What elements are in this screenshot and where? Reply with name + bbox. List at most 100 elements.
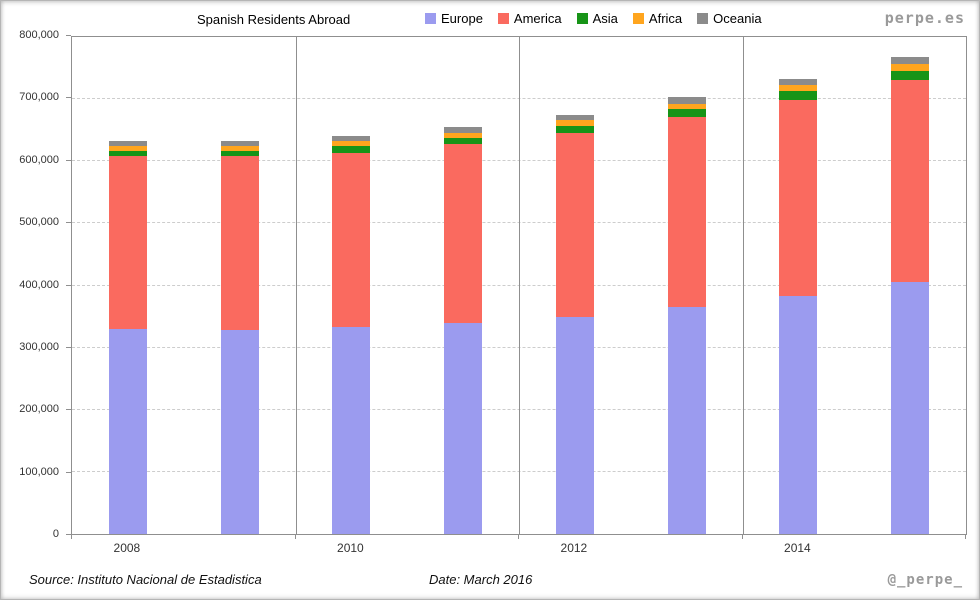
- segment-europe: [332, 327, 371, 534]
- segment-america: [332, 152, 371, 328]
- segment-africa: [108, 145, 147, 151]
- legend-swatch-asia: [576, 13, 588, 24]
- x-tick: [71, 534, 72, 539]
- segment-africa: [444, 132, 483, 138]
- y-tick-label: 800,000: [19, 29, 59, 41]
- y-tick-label: 600,000: [19, 153, 59, 166]
- segment-europe: [220, 329, 259, 534]
- brand-text: perpe.es: [884, 9, 965, 27]
- bar-2011: [444, 37, 483, 534]
- x-tick-label: 2014: [784, 541, 811, 555]
- source-note: Source: Instituto Nacional de Estadistic…: [29, 572, 262, 587]
- y-tick-label: 300,000: [19, 340, 59, 353]
- legend-item-asia: Asia: [576, 11, 618, 26]
- legend-item-america: America: [497, 11, 562, 26]
- segment-africa: [667, 103, 706, 110]
- legend-label: Africa: [648, 11, 683, 26]
- segment-oceania: [555, 114, 594, 121]
- segment-america: [779, 99, 818, 297]
- bar-2009: [220, 37, 259, 534]
- segment-oceania: [332, 136, 371, 142]
- legend-item-oceania: Oceania: [697, 11, 762, 26]
- segment-asia: [108, 150, 147, 157]
- segment-oceania: [779, 78, 818, 85]
- legend-swatch-europe: [425, 13, 436, 24]
- segment-oceania: [220, 140, 259, 146]
- legend-swatch-america: [497, 13, 509, 24]
- legend-item-europe: Europe: [425, 11, 483, 26]
- legend-label: Europe: [441, 11, 483, 26]
- bar-2014: [779, 37, 818, 534]
- x-tick-label: 2010: [337, 541, 364, 555]
- bar-2010: [332, 37, 371, 534]
- bar-2015: [891, 37, 930, 534]
- y-tick: [66, 409, 71, 411]
- segment-asia: [891, 70, 930, 80]
- segment-africa: [555, 120, 594, 126]
- x-tick-label: 2012: [560, 541, 588, 555]
- segment-europe: [667, 306, 706, 534]
- y-tick-label: 400,000: [19, 278, 59, 291]
- segment-europe: [108, 329, 147, 534]
- twitter-handle: @_perpe_: [887, 572, 963, 588]
- segment-america: [108, 156, 147, 329]
- segment-asia: [779, 91, 818, 100]
- legend-item-africa: Africa: [632, 11, 683, 26]
- segment-america: [667, 117, 706, 307]
- panel-divider: [742, 37, 744, 534]
- legend-label: America: [513, 11, 562, 26]
- segment-asia: [220, 150, 259, 157]
- x-tick: [965, 534, 966, 539]
- segment-africa: [332, 141, 371, 147]
- bar-2013: [667, 37, 706, 534]
- segment-oceania: [667, 97, 706, 104]
- y-tick: [66, 284, 71, 286]
- panel-divider: [295, 37, 297, 534]
- legend-swatch-oceania: [697, 13, 709, 24]
- y-tick-label: 500,000: [19, 216, 59, 229]
- y-tick: [66, 97, 71, 99]
- segment-america: [444, 144, 483, 323]
- segment-asia: [667, 109, 706, 118]
- segment-africa: [220, 145, 259, 151]
- segment-oceania: [891, 56, 930, 64]
- chart-title: Spanish Residents Abroad: [197, 12, 351, 27]
- segment-america: [555, 133, 594, 317]
- segment-asia: [555, 125, 594, 134]
- legend: Europe America Asia Africa Oceania: [425, 11, 762, 26]
- y-tick-label: 100,000: [19, 465, 59, 478]
- segment-oceania: [108, 140, 147, 146]
- x-axis: 2008 2010 2012 2014: [71, 534, 966, 560]
- bar-2012: [555, 37, 594, 534]
- legend-label: Asia: [592, 11, 618, 26]
- segment-europe: [444, 322, 483, 534]
- legend-swatch-africa: [632, 13, 644, 24]
- segment-africa: [779, 84, 818, 92]
- y-axis: 0 100,000 200,000 300,000 400,000 500,000 600,…: [1, 29, 71, 540]
- segment-asia: [332, 146, 371, 153]
- y-tick: [66, 159, 71, 161]
- y-tick: [66, 35, 71, 36]
- y-tick: [66, 346, 71, 348]
- y-tick-label: 700,000: [19, 91, 59, 104]
- segment-america: [220, 156, 259, 330]
- y-tick-label: 200,000: [19, 403, 59, 416]
- x-tick-label: 2008: [113, 541, 141, 555]
- plot-area: [71, 36, 967, 535]
- segment-oceania: [444, 127, 483, 133]
- x-tick: [741, 534, 743, 539]
- y-tick: [66, 534, 71, 535]
- y-tick: [66, 222, 71, 224]
- segment-africa: [891, 63, 930, 71]
- segment-america: [891, 79, 930, 283]
- segment-europe: [555, 316, 594, 534]
- x-tick: [518, 534, 519, 539]
- segment-europe: [779, 296, 818, 534]
- segment-asia: [444, 137, 483, 145]
- footer: Source: Instituto Nacional de Estadistic…: [1, 572, 979, 590]
- date-note: Date: March 2016: [429, 572, 533, 587]
- y-tick-label: 0: [52, 528, 59, 540]
- bar-2008: [108, 37, 147, 534]
- y-tick: [66, 471, 71, 473]
